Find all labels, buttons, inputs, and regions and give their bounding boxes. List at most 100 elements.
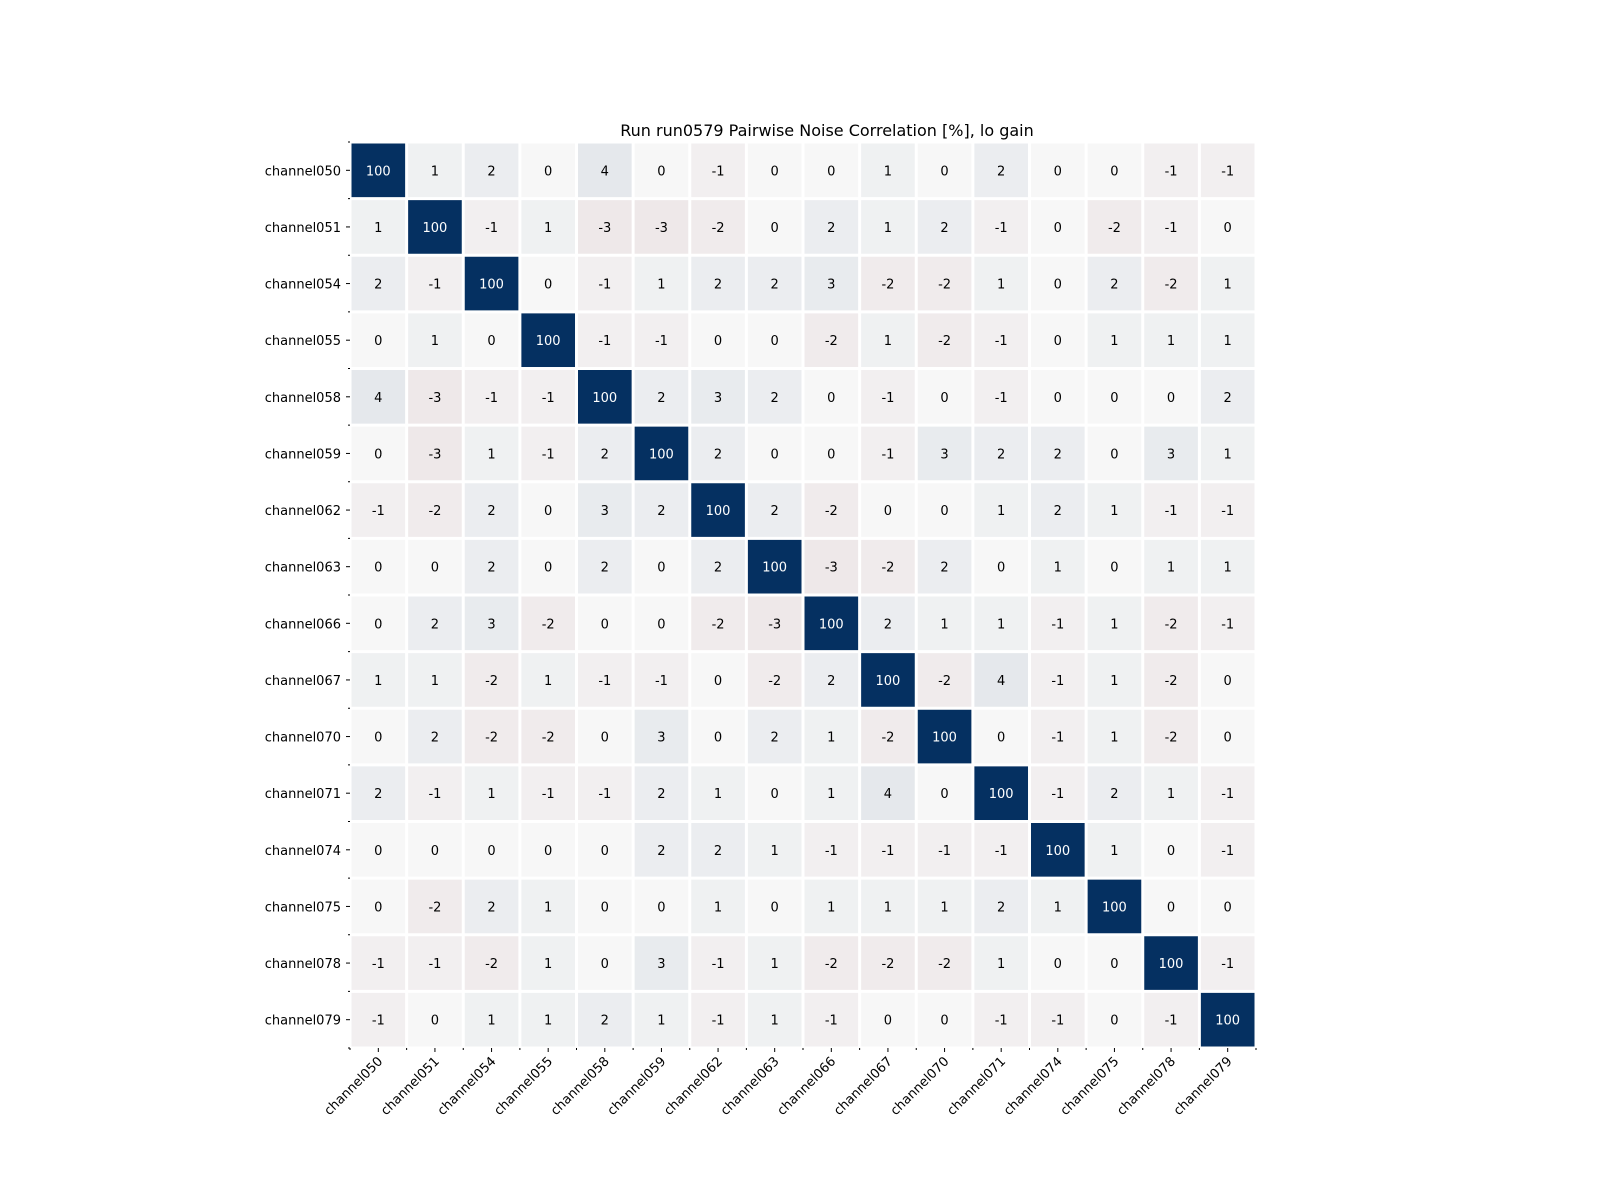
heatmap-cell-label: 1 <box>827 731 835 746</box>
heatmap-cell-channel050-channel075 <box>1087 143 1142 198</box>
heatmap-cell-channel074-channel062 <box>691 823 745 877</box>
heatmap-cell-channel070-channel078 <box>1144 709 1198 764</box>
heatmap-cell-label: 2 <box>657 504 665 519</box>
heatmap-cell-label: 0 <box>374 617 382 632</box>
heatmap-cell-label: -1 <box>1051 674 1064 689</box>
heatmap-cell-label: -3 <box>428 447 441 462</box>
heatmap-cell-label: 0 <box>374 731 382 746</box>
heatmap-cell-channel059-channel067 <box>861 426 915 481</box>
heatmap-cell-channel062-channel071 <box>974 483 1029 537</box>
heatmap-cell-label: 2 <box>997 447 1005 462</box>
heatmap-cell-label: 1 <box>487 787 495 802</box>
chart-title: Run run0579 Pairwise Noise Correlation [… <box>620 121 1034 140</box>
heatmap-cell-label: 0 <box>771 900 779 915</box>
heatmap-cell-channel074-channel050 <box>351 823 406 877</box>
heatmap-cell-channel062-channel054 <box>464 483 519 537</box>
heatmap-cell-channel074-channel079 <box>1200 823 1255 877</box>
heatmap-cell-channel075-channel054 <box>464 879 519 934</box>
heatmap-cell-channel054-channel066 <box>804 256 859 311</box>
heatmap-cell-channel078-channel070 <box>917 936 972 990</box>
heatmap-cell-channel071-channel066 <box>804 766 859 821</box>
heatmap-cell-label: 2 <box>771 731 779 746</box>
heatmap-cell-channel051-channel062 <box>691 200 745 254</box>
heatmap-cell-channel059-channel054 <box>464 426 519 481</box>
heatmap-cell-labels: 100 1 2 0 4 0 -1 0 0 1 0 2 0 0 -1 -11 100 -1 1 -3 -3 -2 0 2 1 2 -1… <box>366 164 1240 1028</box>
x-tick-label: channel078 <box>1114 1054 1179 1119</box>
heatmap-cell-channel067-channel059 <box>634 653 689 707</box>
heatmap-cell-channel070-channel070 <box>917 709 972 764</box>
heatmap-cell-label: 0 <box>431 1014 439 1029</box>
heatmap-cell-channel067-channel062 <box>691 653 745 707</box>
heatmap-cell-channel067-channel067 <box>861 653 915 707</box>
x-tick-label: channel071 <box>944 1054 1009 1119</box>
heatmap-cell-label: 3 <box>601 504 609 519</box>
heatmap-cell-label: 0 <box>1054 957 1062 972</box>
heatmap-cell-channel078-channel075 <box>1087 936 1142 990</box>
heatmap-cell-label: 4 <box>884 787 892 802</box>
heatmap-cell-channel063-channel054 <box>464 539 519 594</box>
heatmap-cell-label: -1 <box>995 221 1008 236</box>
heatmap-cell-channel066-channel054 <box>464 596 519 651</box>
heatmap-cell-label: -2 <box>881 731 894 746</box>
heatmap-cell-label: 1 <box>771 1014 779 1029</box>
heatmap-cell-channel075-channel067 <box>861 879 915 934</box>
heatmap-cell-channel054-channel050 <box>351 256 406 311</box>
heatmap-cell-label: 1 <box>1054 900 1062 915</box>
heatmap-cell-label: 1 <box>714 900 722 915</box>
heatmap-cell-label: 0 <box>1054 391 1062 406</box>
heatmap-cell-label: 0 <box>657 561 665 576</box>
heatmap-cell-channel066-channel059 <box>634 596 689 651</box>
heatmap-cell-channel071-channel050 <box>351 766 406 821</box>
heatmap-cell-label: 100 <box>536 334 561 349</box>
heatmap-cell-channel071-channel079 <box>1200 766 1255 821</box>
heatmap-cell-label: 0 <box>657 900 665 915</box>
heatmap-cell-label: -1 <box>542 447 555 462</box>
heatmap-cell-channel075-channel079 <box>1200 879 1255 934</box>
heatmap-cell-label: -3 <box>598 221 611 236</box>
heatmap-cell-channel058-channel075 <box>1087 370 1142 424</box>
heatmap-cell-label: 4 <box>601 164 609 179</box>
heatmap-cell-label: -2 <box>1108 221 1121 236</box>
heatmap-cell-label: 1 <box>714 787 722 802</box>
heatmap-cell-label: -1 <box>428 787 441 802</box>
heatmap-cell-channel050-channel078 <box>1144 143 1198 198</box>
heatmap-cell-label: 2 <box>714 278 722 293</box>
heatmap-cell-label: 0 <box>714 674 722 689</box>
heatmap-cell-label: 4 <box>374 391 382 406</box>
heatmap-cell-label: 3 <box>657 731 665 746</box>
heatmap-cell-label: -1 <box>372 504 385 519</box>
heatmap-cell-label: 3 <box>487 617 495 632</box>
heatmap-cell-channel051-channel055 <box>521 200 576 254</box>
heatmap-cell-label: 1 <box>1110 617 1118 632</box>
heatmap-cell-channel059-channel050 <box>351 426 406 481</box>
heatmap-cells <box>351 143 1255 1047</box>
heatmap-cell-channel050-channel066 <box>804 143 859 198</box>
heatmap-cell-label: 2 <box>374 278 382 293</box>
heatmap-cell-channel066-channel079 <box>1200 596 1255 651</box>
heatmap-cell-label: -1 <box>1221 787 1234 802</box>
heatmap-cell-label: -1 <box>1221 957 1234 972</box>
heatmap-cell-channel050-channel054 <box>464 143 519 198</box>
heatmap-cell-label: 1 <box>1110 504 1118 519</box>
heatmap-cell-channel062-channel055 <box>521 483 576 537</box>
heatmap-cell-label: 2 <box>884 617 892 632</box>
heatmap-cell-channel058-channel051 <box>408 370 462 424</box>
heatmap-cell-channel070-channel075 <box>1087 709 1142 764</box>
heatmap-cell-label: -1 <box>598 674 611 689</box>
heatmap-cell-label: -2 <box>712 617 725 632</box>
heatmap-cell-channel062-channel074 <box>1031 483 1085 537</box>
heatmap-cell-label: 100 <box>366 164 391 179</box>
heatmap-cell-channel075-channel051 <box>408 879 462 934</box>
heatmap-cell-label: 1 <box>1224 561 1232 576</box>
heatmap-cell-channel058-channel070 <box>917 370 972 424</box>
heatmap-cell-label: 0 <box>1110 447 1118 462</box>
heatmap-cell-channel079-channel074 <box>1031 992 1085 1047</box>
heatmap-cell-channel063-channel050 <box>351 539 406 594</box>
heatmap-cell-label: 0 <box>1110 1014 1118 1029</box>
heatmap-cell-channel075-channel070 <box>917 879 972 934</box>
heatmap-cell-channel054-channel059 <box>634 256 689 311</box>
heatmap-cell-label: 2 <box>771 391 779 406</box>
heatmap-cell-label: 0 <box>374 447 382 462</box>
y-tick-label: channel059 <box>265 447 341 462</box>
y-tick-label: channel054 <box>265 278 341 293</box>
